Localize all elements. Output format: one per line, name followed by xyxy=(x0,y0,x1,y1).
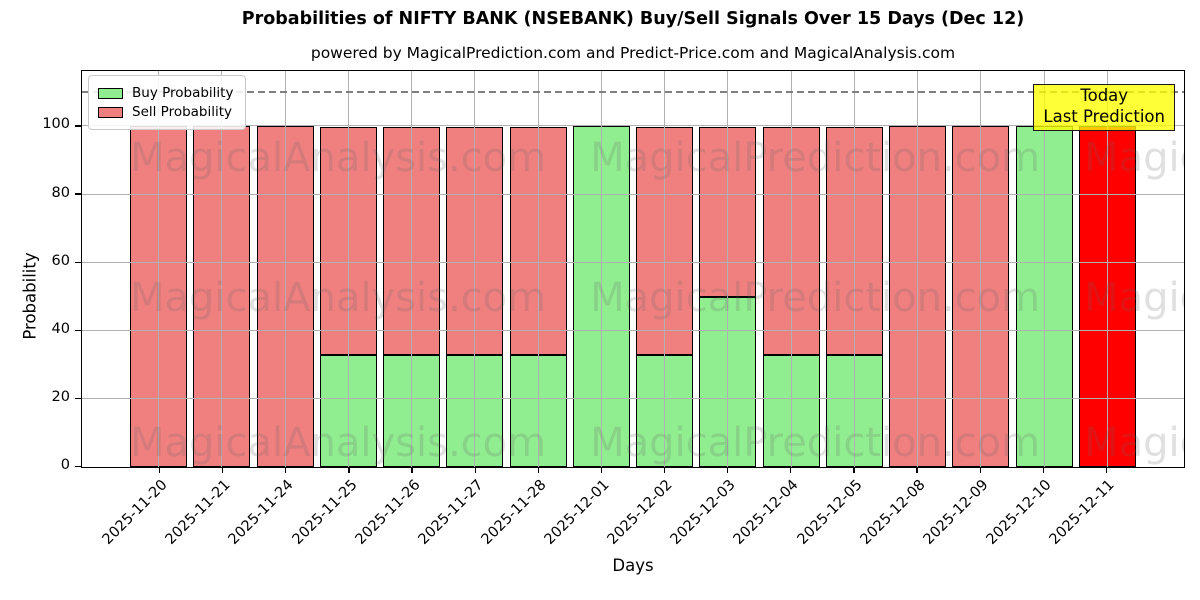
x-tick-slot: 2025-12-08 xyxy=(857,468,946,568)
vertical-gridline xyxy=(347,71,349,467)
y-tick-label: 60 xyxy=(51,252,70,269)
bars-layer xyxy=(82,71,1184,467)
x-tick-mark xyxy=(790,468,792,473)
vertical-gridline xyxy=(158,71,159,467)
x-tick-slot: 2025-12-02 xyxy=(605,468,693,568)
y-tick-mark xyxy=(74,397,81,400)
x-tick-mark xyxy=(222,468,224,473)
x-tick-mark xyxy=(158,468,161,473)
bar-slot xyxy=(446,71,504,467)
x-tick-slot: 2025-11-24 xyxy=(226,468,314,568)
x-axis-ticks: 2025-11-20 2025-11-21 2025-11-24 2025-11-25… xyxy=(100,468,1135,568)
y-tick-label: 80 xyxy=(51,184,70,201)
vertical-gridline xyxy=(917,71,919,467)
y-tick-mark xyxy=(74,329,81,331)
vertical-gridline xyxy=(727,71,729,467)
bar-slot xyxy=(130,71,187,467)
chart-subtitle: powered by MagicalPrediction.com and Pre… xyxy=(310,44,956,62)
x-tick-mark xyxy=(474,468,476,473)
x-tick-slot: 2025-12-09 xyxy=(921,468,1009,568)
bar-slot xyxy=(636,71,694,467)
y-tick-label: 100 xyxy=(42,116,70,133)
x-tick-slot: 2025-12-01 xyxy=(542,468,630,568)
bar-slot xyxy=(699,71,757,467)
x-tick-mark xyxy=(979,468,981,473)
vertical-gridline xyxy=(664,71,666,467)
x-tick-mark xyxy=(1105,468,1108,473)
legend-label: Buy Probability xyxy=(132,85,234,101)
vertical-gridline xyxy=(1043,71,1045,467)
x-tick-mark xyxy=(348,468,350,473)
vertical-gridline xyxy=(790,71,792,467)
x-tick-mark xyxy=(853,468,855,473)
x-tick-slot: 2025-11-25 xyxy=(289,468,377,568)
x-tick-mark xyxy=(663,468,666,473)
x-tick-slot: 2025-11-26 xyxy=(352,468,441,568)
x-tick-slot: 2025-12-05 xyxy=(794,468,882,568)
x-tick-label: 2025-11-20 xyxy=(99,477,171,548)
y-tick-mark xyxy=(74,125,81,127)
legend-row: Sell Probability xyxy=(98,104,233,120)
vertical-gridline xyxy=(980,71,982,467)
x-tick-slot: 2025-12-04 xyxy=(731,468,819,568)
x-tick-slot: 2025-12-10 xyxy=(984,468,1072,568)
vertical-gridline xyxy=(474,71,476,467)
bar-slot xyxy=(762,71,820,467)
x-tick-slot: 2025-11-28 xyxy=(479,468,567,568)
x-tick-mark xyxy=(916,468,918,473)
legend-swatch xyxy=(98,106,123,118)
y-tick-mark xyxy=(74,193,81,195)
x-tick-mark xyxy=(285,468,287,473)
today-annotation-line2: Last Prediction xyxy=(1043,106,1165,126)
vertical-gridline xyxy=(600,71,602,467)
bar-slot xyxy=(383,71,441,467)
x-tick-mark xyxy=(600,468,603,473)
today-annotation: Today Last Prediction xyxy=(1033,84,1175,131)
vertical-gridline xyxy=(853,71,855,467)
y-tick-label: 40 xyxy=(51,320,70,337)
legend-row: Buy Probability xyxy=(98,85,233,101)
bar-slot xyxy=(889,71,947,467)
bar-slot xyxy=(509,71,567,467)
y-tick-label: 0 xyxy=(60,457,70,473)
x-axis-label: Days xyxy=(612,556,654,575)
x-tick-slot: 2025-11-20 xyxy=(100,468,188,568)
bar-slot xyxy=(825,71,883,467)
bar-slot xyxy=(952,71,1010,467)
x-tick-mark xyxy=(1042,468,1044,473)
x-tick-mark xyxy=(537,468,539,473)
x-tick-mark xyxy=(411,468,413,473)
x-tick-slot: 2025-11-21 xyxy=(163,468,251,568)
x-tick-slot: 2025-11-27 xyxy=(416,468,504,568)
vertical-gridline xyxy=(221,71,223,467)
y-tick-mark xyxy=(74,261,81,263)
vertical-gridline xyxy=(1106,71,1108,467)
y-tick-label: 20 xyxy=(51,388,70,405)
bar-slot xyxy=(572,71,630,467)
today-annotation-line1: Today xyxy=(1080,86,1129,105)
x-tick-mark xyxy=(727,468,729,473)
vertical-gridline xyxy=(537,71,539,467)
bar-slot xyxy=(319,71,377,467)
bar-slot xyxy=(256,71,314,467)
bar-slot xyxy=(1015,71,1073,467)
chart-title: Probabilities of NIFTY BANK (NSEBANK) Bu… xyxy=(241,9,1025,29)
y-tick-mark xyxy=(74,465,81,468)
vertical-gridline xyxy=(284,71,286,467)
vertical-gridline xyxy=(411,71,413,467)
x-tick-slot: 2025-12-03 xyxy=(668,468,756,568)
legend-label: Sell Probability xyxy=(132,104,233,120)
y-axis-label: Probability xyxy=(20,252,40,340)
plot-area: MagicalAnalysis.com MagicalPrediction.com… xyxy=(81,70,1185,468)
legend-swatch xyxy=(98,87,123,99)
bar-slot xyxy=(193,71,251,467)
x-tick-slot: 2025-12-11 xyxy=(1047,468,1135,568)
legend: Buy Probability Sell Probability xyxy=(88,75,247,130)
